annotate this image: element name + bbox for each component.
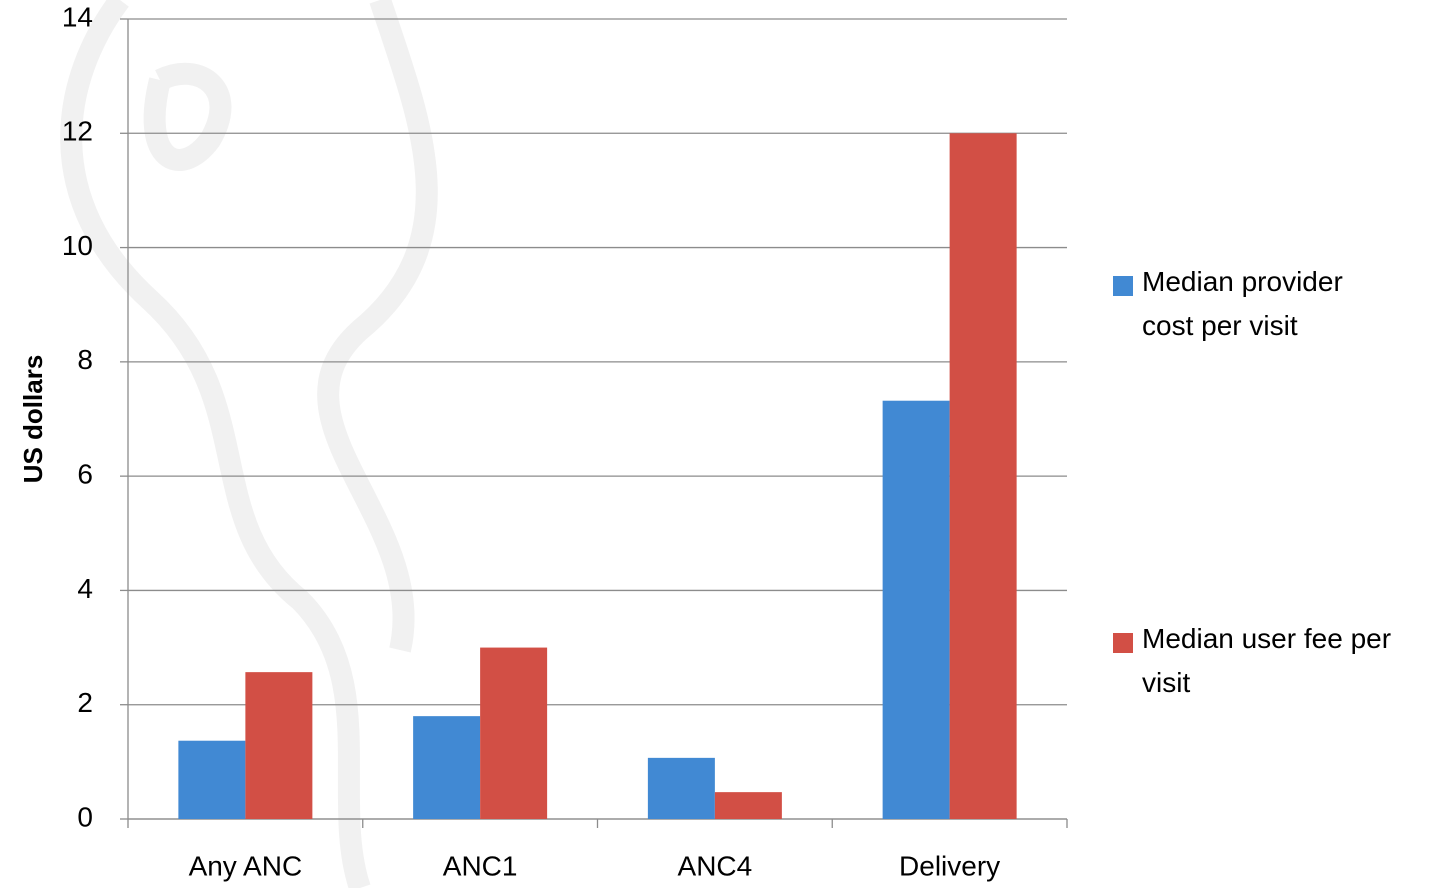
bar bbox=[949, 133, 1017, 820]
legend-line: visit bbox=[1142, 667, 1190, 698]
bar bbox=[413, 716, 481, 819]
legend-line: Median provider bbox=[1142, 266, 1343, 297]
x-tick-label: ANC1 bbox=[443, 850, 518, 881]
bar bbox=[647, 757, 715, 819]
legend-line: Median user fee per bbox=[1142, 623, 1391, 654]
y-tick-label: 10 bbox=[62, 230, 93, 261]
bar bbox=[882, 400, 950, 819]
legend-swatch bbox=[1113, 633, 1133, 653]
legend-line: cost per visit bbox=[1142, 310, 1298, 341]
y-tick-label: 2 bbox=[77, 687, 93, 718]
watermark bbox=[60, 0, 438, 888]
y-tick-label: 12 bbox=[62, 116, 93, 147]
y-tick-label: 4 bbox=[77, 573, 93, 604]
bar bbox=[245, 672, 313, 819]
y-tick-label: 0 bbox=[77, 801, 93, 832]
x-tick-label: ANC4 bbox=[678, 850, 753, 881]
y-tick-label: 6 bbox=[77, 459, 93, 490]
legend-label: Median provider cost per visit bbox=[1142, 266, 1343, 341]
x-tick-label: Delivery bbox=[899, 850, 1000, 881]
bar bbox=[178, 740, 246, 819]
legend-swatch bbox=[1113, 276, 1133, 296]
bar bbox=[714, 792, 782, 819]
y-tick-label: 14 bbox=[62, 1, 93, 32]
x-tick-label: Any ANC bbox=[189, 850, 303, 881]
legend-label: Median user fee per visit bbox=[1142, 623, 1391, 698]
bar bbox=[480, 647, 548, 819]
y-tick-label: 8 bbox=[77, 344, 93, 375]
y-axis-label: US dollars bbox=[18, 355, 48, 484]
